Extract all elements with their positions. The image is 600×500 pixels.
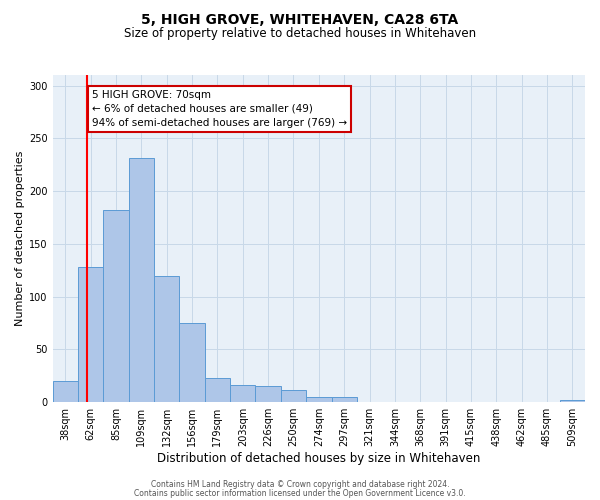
Text: 5, HIGH GROVE, WHITEHAVEN, CA28 6TA: 5, HIGH GROVE, WHITEHAVEN, CA28 6TA — [142, 12, 458, 26]
Bar — [560, 400, 585, 402]
Text: Contains HM Land Registry data © Crown copyright and database right 2024.: Contains HM Land Registry data © Crown c… — [151, 480, 449, 489]
Bar — [129, 158, 154, 402]
Bar — [53, 381, 78, 402]
Text: 5 HIGH GROVE: 70sqm
← 6% of detached houses are smaller (49)
94% of semi-detache: 5 HIGH GROVE: 70sqm ← 6% of detached hou… — [92, 90, 347, 128]
Bar — [306, 397, 332, 402]
Bar — [154, 276, 179, 402]
Bar — [256, 386, 281, 402]
Bar — [179, 323, 205, 402]
Bar — [205, 378, 230, 402]
Text: Contains public sector information licensed under the Open Government Licence v3: Contains public sector information licen… — [134, 489, 466, 498]
Bar — [281, 390, 306, 402]
Bar — [78, 267, 103, 402]
Y-axis label: Number of detached properties: Number of detached properties — [15, 151, 25, 326]
Bar — [103, 210, 129, 402]
Bar — [332, 397, 357, 402]
Text: Size of property relative to detached houses in Whitehaven: Size of property relative to detached ho… — [124, 28, 476, 40]
X-axis label: Distribution of detached houses by size in Whitehaven: Distribution of detached houses by size … — [157, 452, 481, 465]
Bar — [230, 386, 256, 402]
